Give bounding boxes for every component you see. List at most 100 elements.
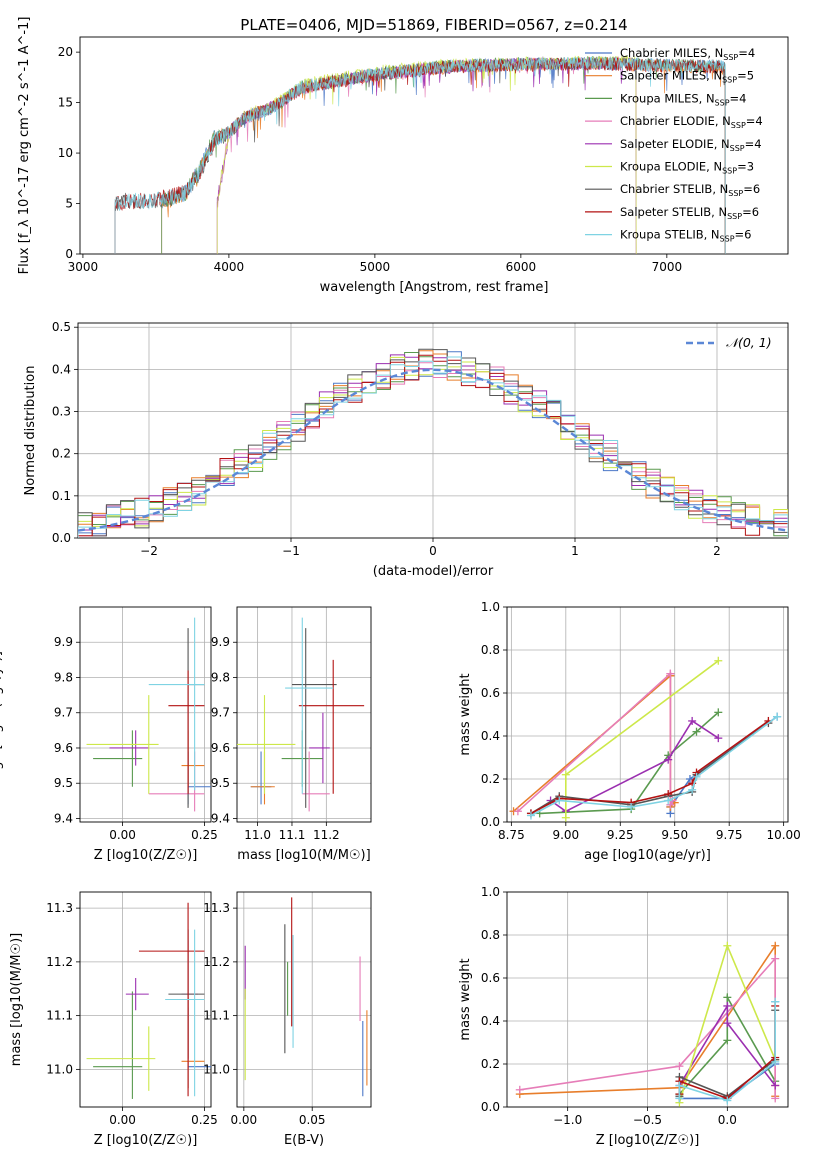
- spectrum-line-4: [216, 56, 637, 254]
- legend-label-text: Salpeter MILES, N: [620, 69, 722, 83]
- y-tick-label: 0: [65, 247, 73, 261]
- axes-frame: [77, 322, 789, 539]
- y-tick-label: 0.5: [52, 320, 71, 334]
- spectrum-line-5: [216, 57, 637, 254]
- spectrum-series-group: [114, 55, 726, 254]
- y-tick-label: 11.1: [203, 1009, 230, 1023]
- y-tick-label: 0.8: [481, 928, 500, 942]
- histogram-step-9: [78, 356, 788, 538]
- normal-curve: [78, 368, 788, 532]
- x-tick-label: 9.25: [607, 828, 634, 842]
- x-tick-label: 0.00: [109, 1113, 136, 1127]
- x-tick-label: 0.00: [230, 1113, 257, 1127]
- axes-frame: [236, 606, 372, 823]
- y-tick-label: 0.8: [481, 643, 500, 657]
- y-axis-label: mass weight: [458, 958, 473, 1040]
- mass_vs_Z-errorbars: [86, 902, 211, 1099]
- x-tick-label: 9.50: [661, 828, 688, 842]
- x-axis-label: Z [log10(Z/Z☉)]: [94, 1133, 198, 1148]
- age_vs_mass-errorbars: [237, 617, 365, 812]
- x-tick-label: 0.25: [191, 828, 218, 842]
- y-tick-label: 0.0: [52, 531, 71, 545]
- y-tick-label: 9.5: [54, 776, 73, 790]
- legend-label-value: =5: [737, 69, 754, 83]
- x-tick-label: 7000: [652, 260, 683, 274]
- axes-frame: [236, 891, 372, 1108]
- legend-label-subscript: SSP: [730, 144, 745, 153]
- axes-frame: [79, 606, 212, 823]
- y-tick-label: 0.1: [52, 489, 71, 503]
- x-tick-label: 0.05: [299, 1113, 326, 1127]
- legend-normal-label: 𝒩(0, 1): [726, 335, 772, 350]
- x-axis-label: E(B-V): [284, 1133, 324, 1148]
- spectrum-line-3: [161, 55, 726, 254]
- x-tick-label: −1.0: [553, 1113, 582, 1127]
- legend-label-2: Salpeter MILES, NSSP=5: [620, 69, 754, 85]
- y-tick-label: 20: [58, 45, 73, 59]
- y-tick-label: 9.7: [54, 706, 73, 720]
- legend-label-text: Salpeter ELODIE, N: [620, 137, 730, 151]
- y-tick-label: 0.6: [481, 686, 500, 700]
- legend-label-text: Chabrier MILES, N: [620, 46, 723, 60]
- legend-label-subscript: SSP: [722, 76, 737, 85]
- y-tick-label: 0.2: [481, 772, 500, 786]
- y-tick-label: 9.7: [211, 706, 230, 720]
- weight-line-5: [678, 1003, 776, 1086]
- x-tick-label: 9.00: [552, 828, 579, 842]
- mass_vs_ebv-errorbars: [244, 897, 368, 1097]
- legend-label-1: Chabrier MILES, NSSP=4: [620, 46, 755, 62]
- legend-label-value: =4: [746, 114, 763, 128]
- axes-frame: [79, 891, 212, 1108]
- y-tick-label: 0.2: [481, 1057, 500, 1071]
- y-tick-label: 0.4: [481, 729, 500, 743]
- legend-label-3: Kroupa MILES, NSSP=4: [620, 91, 746, 107]
- legend-label-value: =4: [738, 46, 755, 60]
- legend-label-value: =6: [742, 205, 759, 219]
- x-axis-label: mass [log10(M/M☉)]: [237, 848, 370, 863]
- x-tick-label: −1: [282, 544, 300, 558]
- axes-frame: [506, 891, 789, 1108]
- x-tick-label: 1: [571, 544, 579, 558]
- y-tick-label: 11.2: [46, 955, 73, 969]
- x-axis-label: Z [log10(Z/Z☉)]: [596, 1133, 700, 1148]
- y-tick-label: 10: [58, 146, 73, 160]
- x-tick-label: 10.00: [766, 828, 800, 842]
- axes-frame: [506, 606, 789, 823]
- legend-label-text: Chabrier STELIB, N: [620, 182, 728, 196]
- massweight_vs_age-lines: [509, 656, 782, 822]
- legend-label-text: Kroupa STELIB, N: [620, 228, 720, 242]
- legend-label-9: Kroupa STELIB, NSSP=6: [620, 228, 751, 244]
- legend-label-7: Chabrier STELIB, NSSP=6: [620, 182, 760, 198]
- y-tick-label: 0.4: [481, 1014, 500, 1028]
- y-tick-label: 11.0: [46, 1062, 73, 1076]
- x-tick-label: 11.1: [279, 828, 306, 842]
- y-tick-label: 9.9: [54, 635, 73, 649]
- y-axis-label: age [log10(age/yr)]: [0, 651, 4, 778]
- legend-label-text: Kroupa ELODIE, N: [620, 160, 722, 174]
- spectrum-line-1: [161, 56, 726, 254]
- y-tick-label: 9.6: [211, 741, 230, 755]
- y-tick-label: 0.3: [52, 405, 71, 419]
- y-tick-label: 0.6: [481, 971, 500, 985]
- legend-label-subscript: SSP: [715, 98, 730, 107]
- x-tick-label: 3000: [68, 260, 99, 274]
- x-tick-label: −0.5: [633, 1113, 662, 1127]
- x-axis-label: wavelength [Angstrom, rest frame]: [320, 280, 549, 295]
- y-tick-label: 9.4: [211, 811, 230, 825]
- y-axis-label: Flux [f_λ 10^-17 erg cm^-2 s^-1 A^-1]: [17, 17, 32, 275]
- x-tick-label: 0.0: [718, 1113, 737, 1127]
- y-tick-label: 0.0: [481, 815, 500, 829]
- x-tick-label: 0: [429, 544, 437, 558]
- legend-label-subscript: SSP: [731, 121, 746, 130]
- y-tick-label: 11.3: [46, 901, 73, 915]
- y-tick-label: 1.0: [481, 600, 500, 614]
- x-tick-label: 6000: [506, 260, 537, 274]
- y-tick-label: 9.8: [211, 670, 230, 684]
- y-axis-label: mass weight: [458, 673, 473, 755]
- y-tick-label: 11.2: [203, 955, 230, 969]
- y-axis-label: mass [log10(M/M☉)]: [9, 933, 24, 1066]
- y-tick-label: 9.9: [211, 635, 230, 649]
- legend-label-value: =4: [745, 137, 762, 151]
